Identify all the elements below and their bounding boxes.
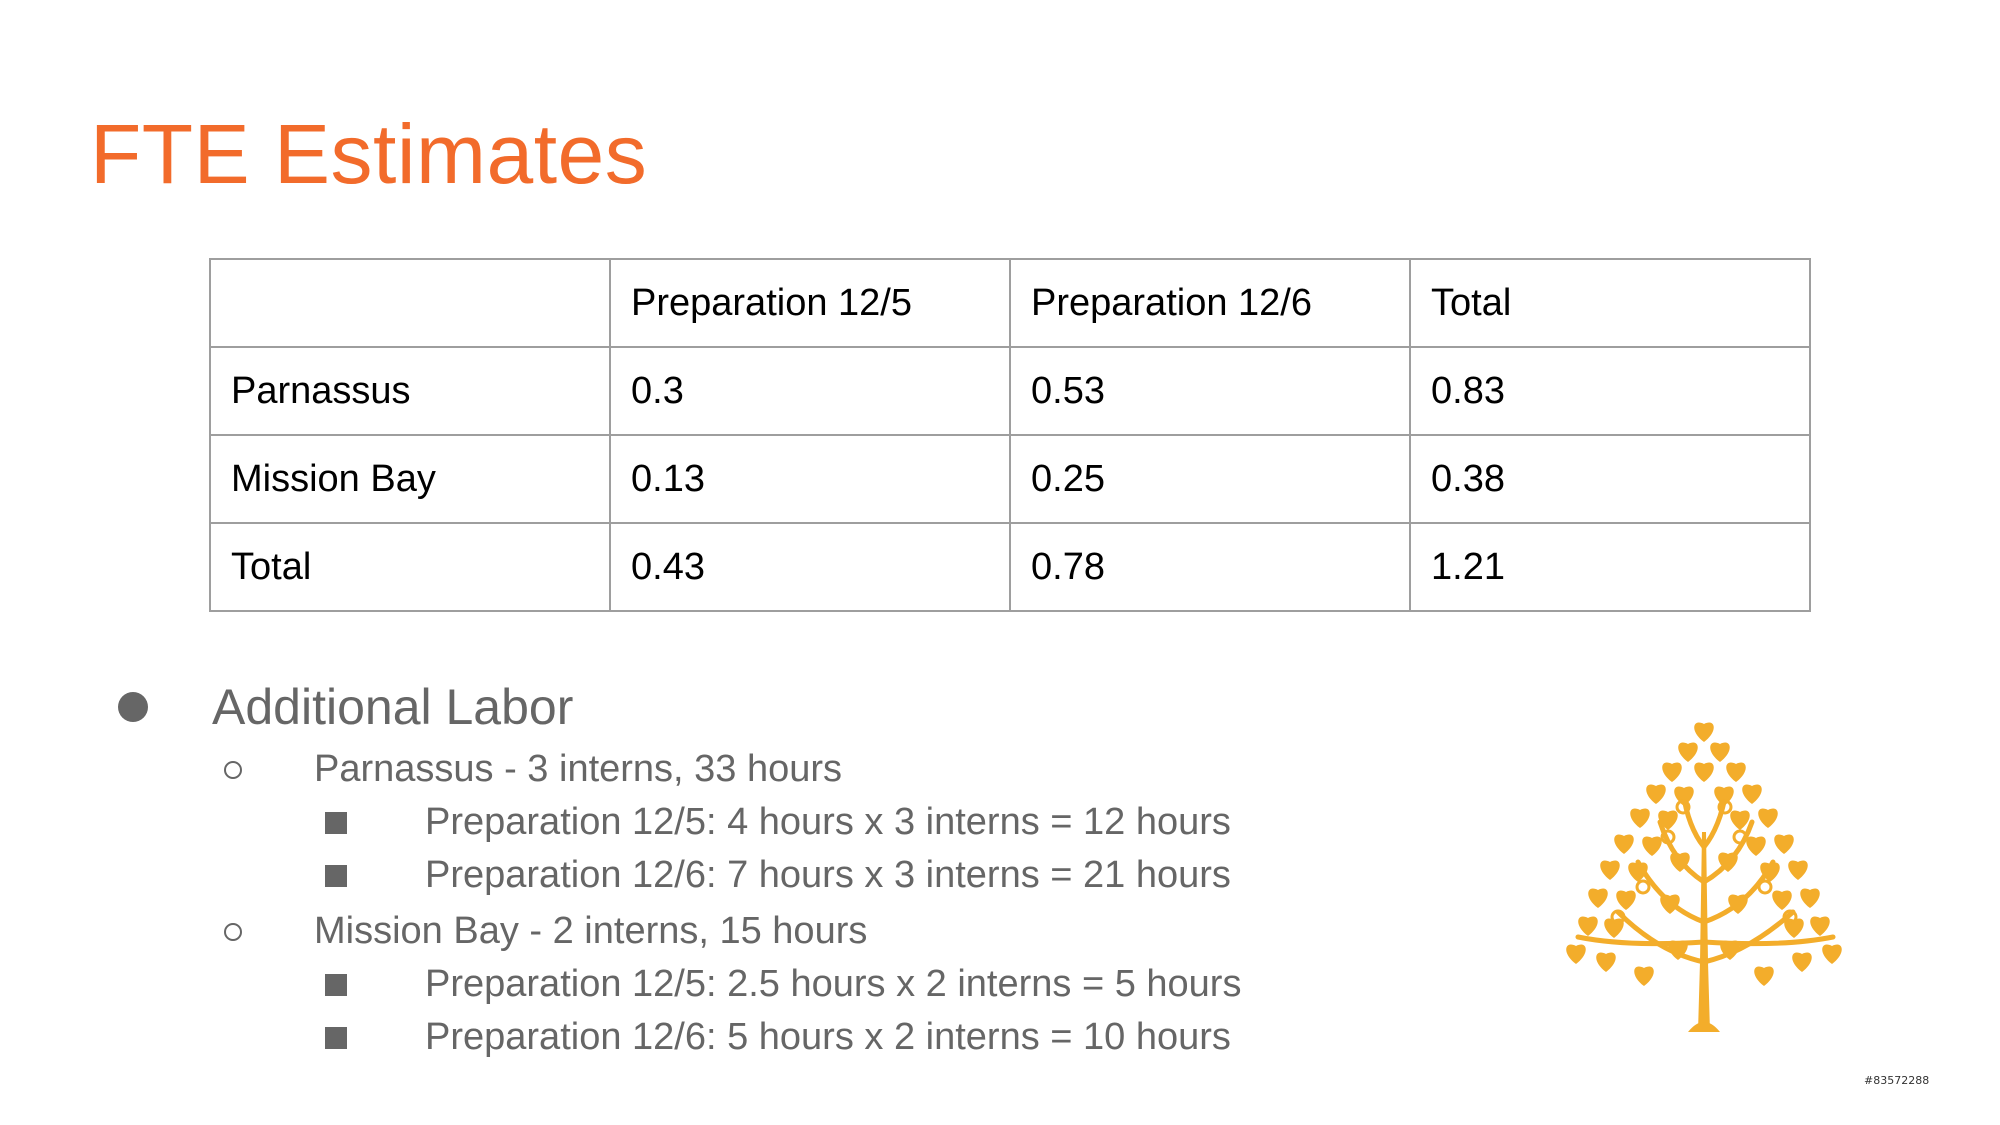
bullet-detail-label: Preparation 12/5: 4 hours x 3 interns = … — [425, 801, 1231, 843]
row-label-cell: Parnassus — [209, 346, 611, 436]
table-cell: 0.38 — [1409, 434, 1811, 524]
fte-table: Preparation 12/5 Preparation 12/6 Total … — [209, 258, 1811, 612]
bullet-item: Additional Labor — [118, 678, 573, 736]
bullet-subitem-label: Parnassus - 3 interns, 33 hours — [314, 748, 843, 790]
bullet-heading: Additional Labor — [212, 679, 574, 735]
table-row: Total 0.43 0.78 1.21 — [209, 522, 1811, 612]
bullet-subitem-label: Mission Bay - 2 interns, 15 hours — [314, 910, 868, 952]
bullet-dot-icon — [118, 692, 148, 722]
slide-title: FTE Estimates — [90, 107, 648, 201]
bullet-subitem: Parnassus - 3 interns, 33 hours — [224, 748, 842, 791]
table-cell: 0.25 — [1009, 434, 1411, 524]
table-header-cell: Preparation 12/5 — [609, 258, 1011, 348]
bullet-detail: Preparation 12/6: 5 hours x 2 interns = … — [325, 1016, 1231, 1059]
table-cell: 0.53 — [1009, 346, 1411, 436]
bullet-detail-label: Preparation 12/6: 5 hours x 2 interns = … — [425, 1016, 1231, 1058]
bullet-detail-label: Preparation 12/5: 2.5 hours x 2 interns … — [425, 963, 1242, 1005]
bullet-square-icon — [325, 811, 347, 834]
row-label-cell: Total — [209, 522, 611, 612]
bullet-detail-label: Preparation 12/6: 7 hours x 3 interns = … — [425, 854, 1231, 896]
table-cell: 1.21 — [1409, 522, 1811, 612]
bullet-subitem: Mission Bay - 2 interns, 15 hours — [224, 910, 867, 953]
table-cell: 0.83 — [1409, 346, 1811, 436]
table-cell: 0.13 — [609, 434, 1011, 524]
table-row: Mission Bay 0.13 0.25 0.38 — [209, 434, 1811, 524]
table-header-row: Preparation 12/5 Preparation 12/6 Total — [209, 258, 1811, 348]
table-row: Parnassus 0.3 0.53 0.83 — [209, 346, 1811, 436]
table-cell: 0.43 — [609, 522, 1011, 612]
bullet-square-icon — [325, 864, 347, 887]
stock-image-id: #83572288 — [1864, 1074, 1930, 1087]
row-label-cell: Mission Bay — [209, 434, 611, 524]
bullet-circle-icon — [224, 760, 242, 779]
bullet-square-icon — [325, 1026, 347, 1049]
table-cell: 0.3 — [609, 346, 1011, 436]
table-header-cell — [209, 258, 611, 348]
table-header-cell: Total — [1409, 258, 1811, 348]
bullet-detail: Preparation 12/6: 7 hours x 3 interns = … — [325, 854, 1231, 897]
table-cell: 0.78 — [1009, 522, 1411, 612]
table-header-cell: Preparation 12/6 — [1009, 258, 1411, 348]
bullet-circle-icon — [224, 922, 242, 941]
bodhi-tree-icon — [1566, 722, 1842, 1032]
bullet-detail: Preparation 12/5: 2.5 hours x 2 interns … — [325, 963, 1241, 1006]
bullet-detail: Preparation 12/5: 4 hours x 3 interns = … — [325, 801, 1231, 844]
bullet-square-icon — [325, 973, 347, 996]
